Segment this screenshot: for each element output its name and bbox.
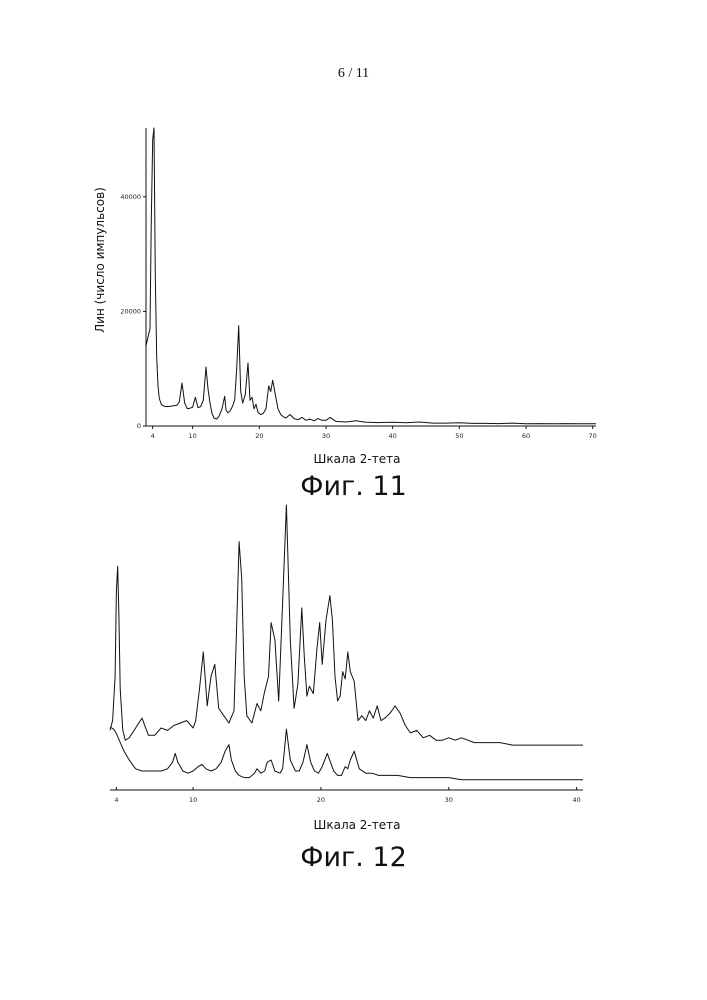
- chart-fig12-x-tick-label: 10: [189, 796, 197, 804]
- chart-fig12-x-tick-label: 40: [572, 796, 580, 804]
- chart-fig12-x-tick-label: 30: [445, 796, 453, 804]
- chart-fig12-xlabel: Шкала 2-тета: [314, 818, 401, 832]
- chart-fig12-series-upper-line: [110, 505, 583, 745]
- chart-fig12-x-tick-label: 4: [114, 796, 118, 804]
- chart-fig12: 4 10 20 30 40 Шкала 2-тета: [0, 0, 707, 840]
- chart-fig12-x-tick-label: 20: [317, 796, 325, 804]
- figure-12-caption: Фиг. 12: [0, 842, 707, 873]
- chart-fig12-series-lower-line: [110, 727, 583, 780]
